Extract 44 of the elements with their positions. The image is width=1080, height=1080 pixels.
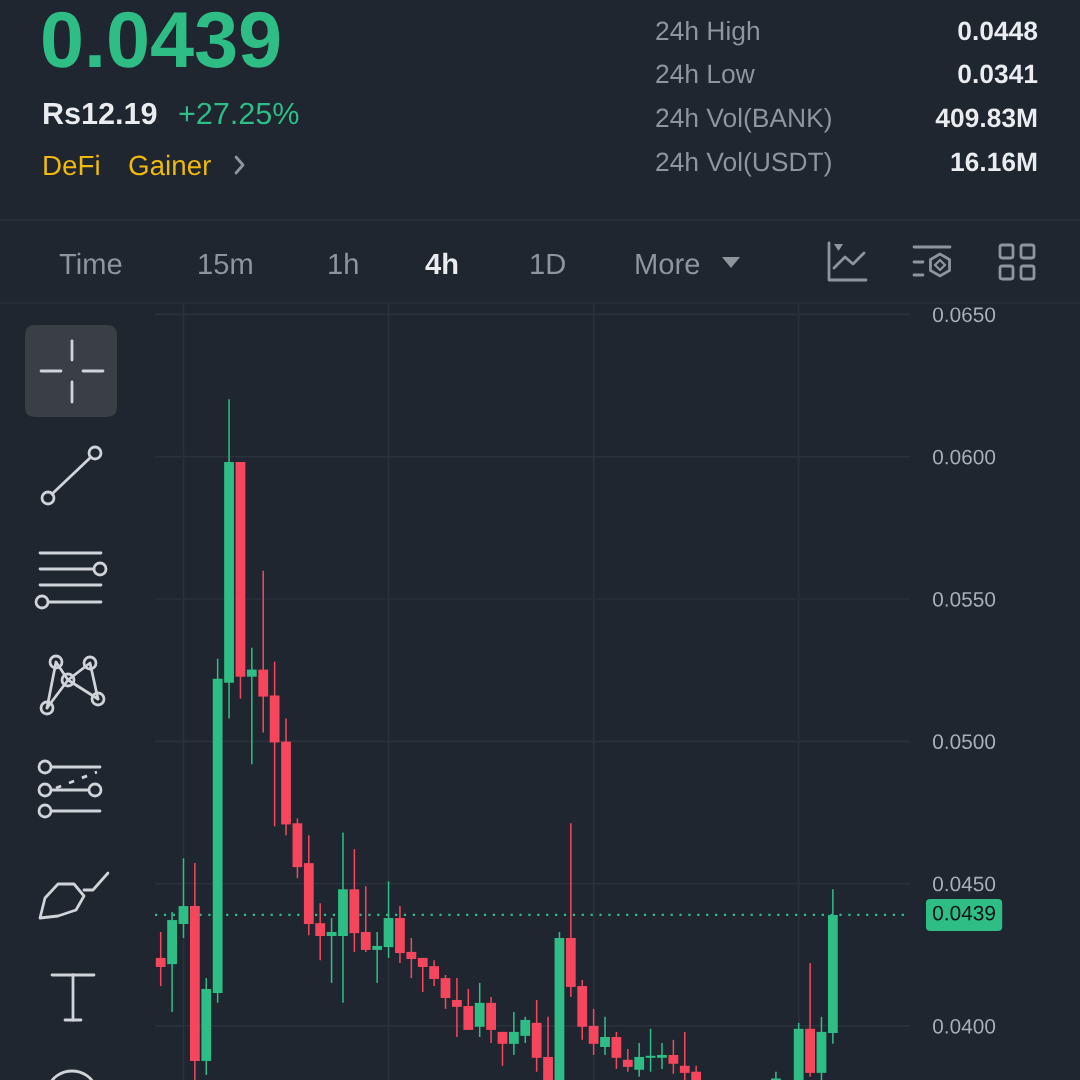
y-tick-label: 0.0550 [933,592,996,607]
candlestick [497,1031,508,1067]
candlestick [645,1028,656,1073]
candlestick [611,1031,622,1070]
candlestick [771,1070,781,1080]
text: Time [59,252,122,275]
candlestick [440,974,451,1010]
candlestick [588,1008,599,1056]
text: More [636,253,700,275]
candlestick [600,1016,610,1056]
candlestick [360,885,371,953]
text: 0.0341 [958,64,1038,84]
candlestick [474,982,485,1038]
candlestick [668,1039,679,1075]
text: 24h High [656,20,759,46]
text: Gainer [129,154,211,176]
text: 24h Vol(USDT) [656,151,831,177]
text: DeFi [44,154,99,176]
candlestick [657,1042,667,1070]
candlestick [634,1042,645,1078]
y-tick-label: 0.0400 [933,1018,996,1034]
text: 15m [199,253,252,275]
candlestick [326,917,337,984]
candlestick [178,857,189,939]
text: 1h [329,252,358,274]
text: 1D [531,253,565,274]
text: 24h Low [656,63,755,84]
candlestick [622,1048,633,1073]
text: 16.16M [951,152,1037,172]
candlestick [372,931,383,984]
text: 24h Vol(BANK) [656,107,831,133]
candlestick [155,931,166,987]
ref-line-label: 0.0439 [933,905,995,921]
y-tick-label: 0.0600 [933,449,996,465]
chart-title: 0.0439 [43,11,280,68]
text: +27.25% [179,102,299,125]
y-tick-label: 0.0450 [933,876,996,892]
y-tick-label: 0.0650 [933,307,996,323]
candlestick [246,646,257,766]
text: 0.0448 [958,21,1038,41]
text: Rs12.19 [44,102,157,125]
y-tick-label: 0.0500 [933,734,996,750]
text: 4h [425,252,458,274]
text: 409.83M [935,108,1037,128]
